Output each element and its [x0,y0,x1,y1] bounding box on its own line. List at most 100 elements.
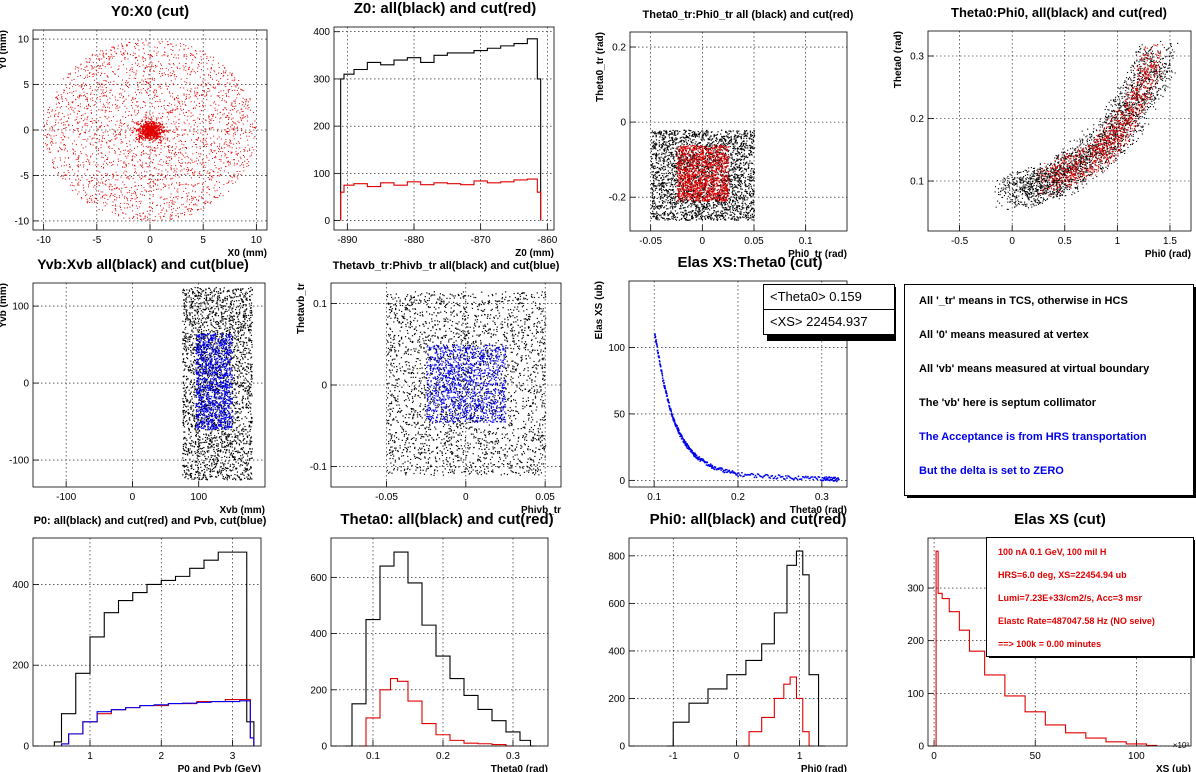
data-point [138,141,140,143]
data-point [172,177,174,179]
data-point [654,154,657,156]
data-point [242,97,244,99]
data-point [715,179,718,181]
data-point [677,142,679,144]
data-point [147,183,149,185]
data-point [112,116,114,118]
data-point [709,214,711,216]
data-point [47,133,49,135]
data-point [193,107,195,109]
data-point [229,140,231,142]
data-point [45,122,47,124]
data-point [50,151,52,153]
data-point [185,99,187,101]
data-point [737,166,739,168]
data-point [216,79,218,81]
data-point [650,148,652,150]
data-point [135,134,137,136]
data-point [188,66,190,68]
data-point [109,194,111,196]
data-point [225,70,227,72]
data-point [228,130,230,132]
data-point [664,166,666,168]
data-point [190,112,192,114]
data-point [240,118,242,120]
data-point [192,161,194,163]
data-point [97,164,99,166]
data-point [101,72,103,74]
data-point [687,136,689,138]
data-point [106,158,108,160]
data-point [171,214,173,216]
data-point [222,95,224,97]
data-point [216,197,218,199]
data-point [111,55,113,57]
chart-title: Y0:X0 (cut) [111,3,189,20]
data-point [714,152,716,154]
data-point [127,115,129,117]
data-point [201,192,203,194]
data-point [142,126,145,128]
data-point [93,137,95,139]
data-point [112,194,114,196]
data-point [173,84,175,86]
data-point [202,89,204,91]
data-point [732,206,734,208]
data-point [239,117,241,119]
data-point [691,150,693,152]
data-point [246,120,248,122]
data-point [119,88,121,90]
data-point [734,170,736,172]
data-point [656,191,658,194]
data-point [705,174,707,176]
data-point [108,188,110,190]
data-point [85,195,87,197]
data-point [140,178,142,180]
data-point [86,74,88,76]
data-point [752,152,754,154]
data-point [717,165,719,167]
data-point [110,81,112,83]
data-point [134,98,136,100]
data-point [656,219,658,221]
data-point [52,142,54,144]
data-point [91,89,93,91]
data-point [68,73,70,75]
data-point [172,203,174,205]
data-point [686,219,688,221]
data-point [151,129,153,131]
data-point [694,200,696,203]
data-point [96,179,98,181]
data-point [164,185,166,187]
data-point [152,127,154,129]
data-point [160,68,162,70]
data-point [135,172,137,174]
data-point [731,156,733,158]
data-point [749,131,752,133]
data-point [177,191,179,193]
data-point [151,129,153,131]
data-point [131,210,133,212]
data-point [738,169,740,171]
data-point [224,107,226,109]
data-point [734,184,736,186]
data-point [200,174,202,176]
data-point [125,213,127,215]
data-point [156,204,158,206]
data-point [692,135,695,137]
data-point [661,146,663,148]
data-point [68,125,70,127]
data-point [689,143,691,146]
data-point [152,112,154,114]
data-point [63,144,65,146]
data-point [152,121,154,124]
data-point [154,125,156,128]
data-point [80,85,82,87]
data-point [154,134,157,136]
data-point [180,162,182,164]
data-point [124,187,126,189]
data-point [137,128,139,130]
data-point [172,201,174,203]
data-point [191,62,193,64]
data-point [691,188,693,190]
